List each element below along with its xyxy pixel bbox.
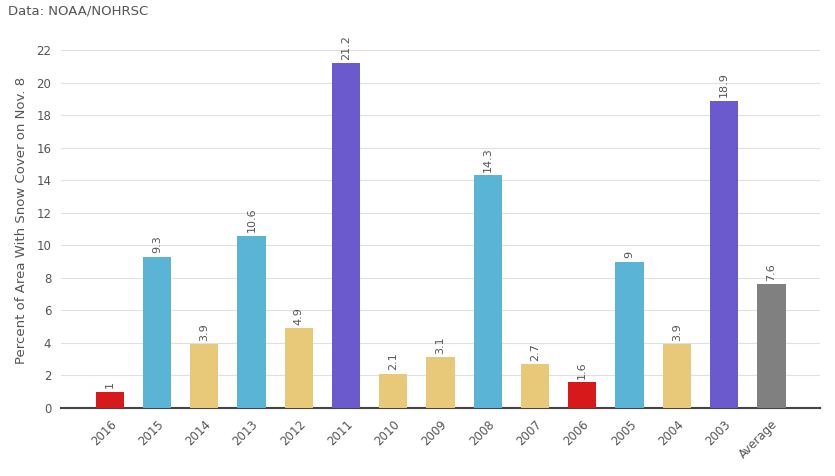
Bar	[190, 345, 219, 408]
Text: 3.9: 3.9	[672, 323, 682, 341]
Bar	[521, 364, 549, 408]
Bar	[143, 257, 171, 408]
Text: 2.1: 2.1	[388, 353, 398, 370]
Text: 9: 9	[625, 251, 635, 258]
Bar	[568, 382, 596, 408]
Text: 1: 1	[104, 381, 114, 388]
Bar	[331, 63, 360, 408]
Bar	[473, 176, 502, 408]
Text: 1.6: 1.6	[577, 361, 587, 378]
Bar	[95, 392, 124, 408]
Bar	[427, 357, 455, 408]
Bar	[379, 374, 407, 408]
Y-axis label: Percent of Area With Snow Cover on Nov. 8: Percent of Area With Snow Cover on Nov. …	[15, 78, 28, 365]
Text: 3.9: 3.9	[200, 323, 210, 341]
Bar	[615, 261, 644, 408]
Bar	[237, 236, 266, 408]
Text: 10.6: 10.6	[246, 208, 256, 232]
Text: 3.1: 3.1	[436, 337, 446, 354]
Text: 4.9: 4.9	[294, 307, 304, 325]
Text: 14.3: 14.3	[483, 148, 493, 172]
Text: 9.3: 9.3	[152, 236, 162, 253]
Bar	[285, 328, 313, 408]
Text: 18.9: 18.9	[719, 72, 729, 98]
Text: Data: NOAA/NOHRSC: Data: NOAA/NOHRSC	[8, 5, 149, 18]
Text: 2.7: 2.7	[530, 343, 540, 361]
Text: 7.6: 7.6	[767, 263, 777, 281]
Bar	[757, 284, 786, 408]
Bar	[663, 345, 691, 408]
Text: 21.2: 21.2	[341, 35, 351, 60]
Bar	[710, 100, 738, 408]
